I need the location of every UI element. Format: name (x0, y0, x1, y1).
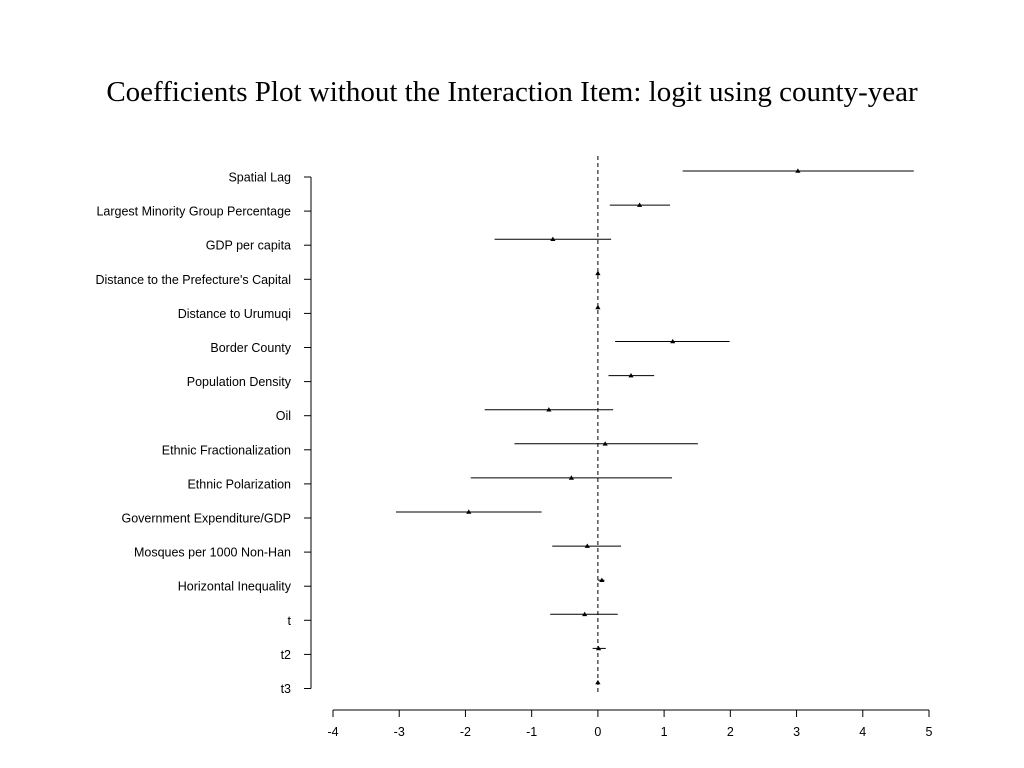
point-estimate (466, 509, 472, 514)
chart-title: Coefficients Plot without the Interactio… (106, 76, 918, 108)
variable-label: Border County (210, 341, 291, 355)
variable-label: Mosques per 1000 Non-Han (134, 546, 291, 560)
variable-label: Oil (276, 409, 291, 423)
x-tick-label: -4 (327, 725, 338, 739)
point-estimate (550, 236, 556, 241)
point-estimate (568, 475, 574, 480)
variable-label: Government Expenditure/GDP (121, 512, 291, 526)
x-tick-label: -1 (526, 725, 537, 739)
variable-label: Spatial Lag (228, 171, 291, 185)
x-tick-label: 0 (594, 725, 601, 739)
variable-label: Largest Minority Group Percentage (96, 205, 291, 219)
point-estimate (595, 270, 601, 276)
point-estimate (637, 202, 643, 207)
variable-label: t3 (281, 682, 291, 696)
variable-label: Horizontal Inequality (178, 580, 292, 594)
point-estimate (795, 168, 801, 173)
point-estimate (584, 543, 590, 548)
x-tick-label: 5 (926, 725, 933, 739)
variable-label: Population Density (187, 375, 292, 389)
x-tick-label: 4 (859, 725, 866, 739)
point-estimate (595, 304, 601, 310)
point-estimate (582, 611, 588, 617)
variable-label: Distance to the Prefecture's Capital (95, 273, 291, 287)
point-estimate (595, 679, 601, 685)
x-tick-label: -2 (460, 725, 471, 739)
point-estimate (599, 577, 605, 582)
variable-label: Ethnic Polarization (187, 477, 291, 491)
x-tick-label: -3 (394, 725, 405, 739)
point-estimate (602, 441, 608, 446)
x-tick-label: 3 (793, 725, 800, 739)
variable-label: t2 (281, 648, 291, 662)
variable-label: GDP per capita (206, 239, 291, 253)
point-estimate (628, 373, 634, 378)
point-estimate (670, 338, 676, 344)
point-estimate (546, 407, 552, 412)
variable-label: Distance to Urumuqi (178, 307, 291, 321)
x-tick-label: 2 (727, 725, 734, 739)
x-tick-label: 1 (661, 725, 668, 739)
variable-label: Ethnic Fractionalization (162, 443, 291, 457)
point-estimate (595, 645, 602, 651)
variable-label: t (288, 614, 292, 628)
